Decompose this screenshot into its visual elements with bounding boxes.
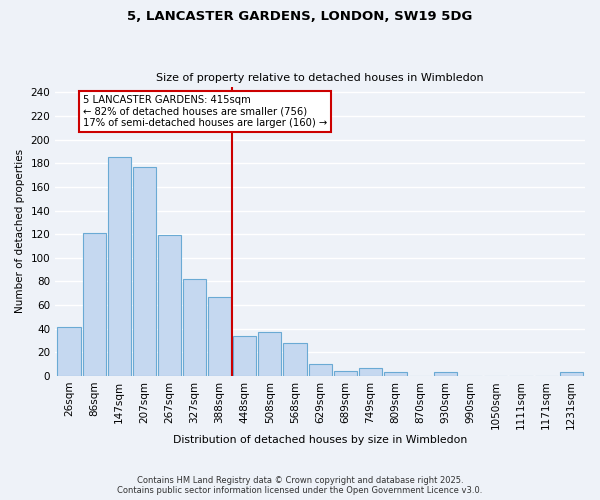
X-axis label: Distribution of detached houses by size in Wimbledon: Distribution of detached houses by size … [173,435,467,445]
Text: Contains HM Land Registry data © Crown copyright and database right 2025.
Contai: Contains HM Land Registry data © Crown c… [118,476,482,495]
Bar [58,328,80,376]
Bar [308,364,332,376]
Bar [283,343,307,376]
Title: Size of property relative to detached houses in Wimbledon: Size of property relative to detached ho… [156,73,484,83]
Bar [384,372,407,376]
Bar [434,372,457,376]
Bar [233,336,256,376]
Bar [359,368,382,376]
Bar [133,167,156,376]
Bar [83,233,106,376]
Y-axis label: Number of detached properties: Number of detached properties [15,149,25,314]
Bar [208,296,231,376]
Text: 5, LANCASTER GARDENS, LONDON, SW19 5DG: 5, LANCASTER GARDENS, LONDON, SW19 5DG [127,10,473,23]
Bar [334,371,357,376]
Bar [183,279,206,376]
Text: 5 LANCASTER GARDENS: 415sqm
← 82% of detached houses are smaller (756)
17% of se: 5 LANCASTER GARDENS: 415sqm ← 82% of det… [83,95,327,128]
Bar [107,158,131,376]
Bar [158,236,181,376]
Bar [560,372,583,376]
Bar [259,332,281,376]
